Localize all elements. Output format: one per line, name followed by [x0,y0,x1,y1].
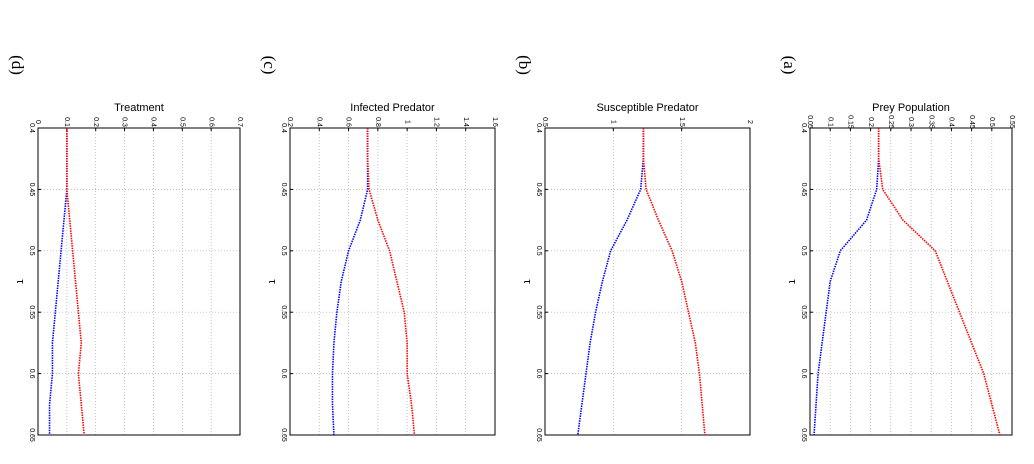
tau-tick-label: 0.45 [800,183,807,197]
tau-tick-label: 0.4 [800,123,807,133]
tau-tick-label: 0.6 [28,369,35,379]
tau-tick-label: 0.5 [800,246,807,256]
tau-tick-label: 0.65 [800,428,807,442]
tau-axis-label: τ [14,279,26,284]
panel-label: (a) [780,56,799,75]
tau-tick-label: 0.6 [535,369,542,379]
value-tick-label: 0.7 [236,117,243,127]
value-tick-label: 0.15 [847,115,854,129]
panel-label: (c) [260,56,279,75]
panel-title: Treatment [114,102,164,114]
tau-tick-label: 0.45 [535,183,542,197]
value-tick-label: 1 [403,120,410,124]
tau-tick-label: 0.5 [280,246,287,256]
value-tick-label: 0.4 [150,117,157,127]
value-tick-label: 1.2 [433,117,440,127]
value-tick-label: 0.25 [887,115,894,129]
plot-frame [544,127,751,436]
tau-tick-label: 0.5 [535,246,542,256]
branch-line [66,128,85,436]
plot-frame [809,127,1013,436]
tau-tick-label: 0.65 [28,428,35,442]
value-tick-label: 1 [609,120,616,124]
branch-line [813,128,880,436]
panel-label: (b) [515,55,534,75]
value-tick-label: 0.2 [92,117,99,127]
value-tick-label: 0.5 [178,117,185,127]
panel-label: (d) [8,55,27,75]
branch-line [48,128,68,435]
value-tick-label: 0.4 [948,117,955,127]
value-tick-label: 0.2 [286,117,293,127]
value-tick-label: 0.55 [1008,115,1015,129]
tau-tick-label: 0.6 [280,369,287,379]
value-tick-label: 0.5 [541,117,548,127]
value-tick-label: 0.05 [806,115,813,129]
tau-tick-label: 0.55 [800,305,807,319]
panel-title: Infected Predator [350,102,435,114]
plot-frame [289,127,496,436]
branch-line [366,128,416,436]
tau-tick-label: 0.55 [280,305,287,319]
value-tick-label: 0.5 [988,117,995,127]
value-tick-label: 0.4 [315,117,322,127]
branch-line [642,128,706,436]
branch-line [577,128,645,436]
value-tick-label: 0.6 [345,117,352,127]
value-tick-label: 0 [34,120,41,124]
tau-axis-label: τ [521,279,533,284]
tau-tick-label: 0.65 [535,428,542,442]
tau-tick-label: 0.55 [28,305,35,319]
tau-axis-label: τ [266,279,278,284]
tau-tick-label: 0.45 [28,183,35,197]
value-tick-label: 0.3 [121,117,128,127]
value-tick-label: 0.1 [63,117,70,127]
value-tick-label: 0.3 [907,117,914,127]
value-tick-label: 0.2 [867,117,874,127]
value-tick-label: 1.6 [491,117,498,127]
tau-tick-label: 0.6 [800,369,807,379]
value-tick-label: 1.5 [678,117,685,127]
tau-tick-label: 0.4 [535,123,542,133]
value-tick-label: 0.45 [968,115,975,129]
tau-tick-label: 0.5 [28,246,35,256]
tau-tick-label: 0.4 [28,123,35,133]
branch-line [877,128,1001,436]
value-tick-label: 0.8 [374,117,381,127]
value-tick-label: 2 [746,120,753,124]
tau-tick-label: 0.45 [280,183,287,197]
tau-tick-label: 0.65 [280,428,287,442]
tau-tick-label: 0.55 [535,305,542,319]
panel-title: Susceptible Predator [596,102,698,114]
tau-axis-label: τ [786,279,798,284]
value-tick-label: 1.4 [462,117,469,127]
value-tick-label: 0.1 [826,117,833,127]
tau-tick-label: 0.4 [280,123,287,133]
value-tick-label: 0.35 [927,115,934,129]
plot-frame [37,127,241,436]
panel-title: Prey Population [872,102,950,114]
value-tick-label: 0.6 [207,117,214,127]
branch-line [331,128,369,436]
